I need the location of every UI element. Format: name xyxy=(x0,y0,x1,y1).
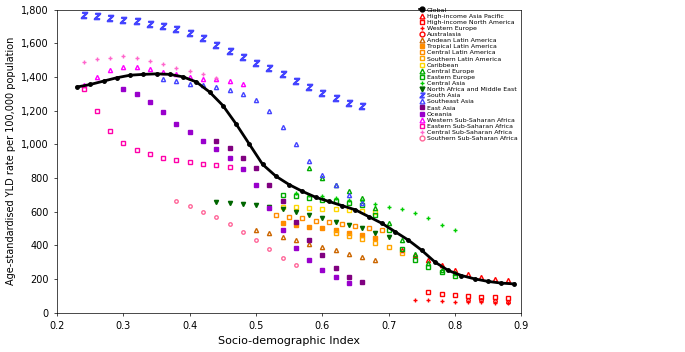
Legend: Global, High-income Asia Pacific, High-income North America, Western Europe, Aus: Global, High-income Asia Pacific, High-i… xyxy=(419,7,518,142)
Y-axis label: Age-standardised YLD rate per 100,000 population: Age-standardised YLD rate per 100,000 po… xyxy=(5,37,16,285)
X-axis label: Socio-demographic Index: Socio-demographic Index xyxy=(218,337,360,346)
